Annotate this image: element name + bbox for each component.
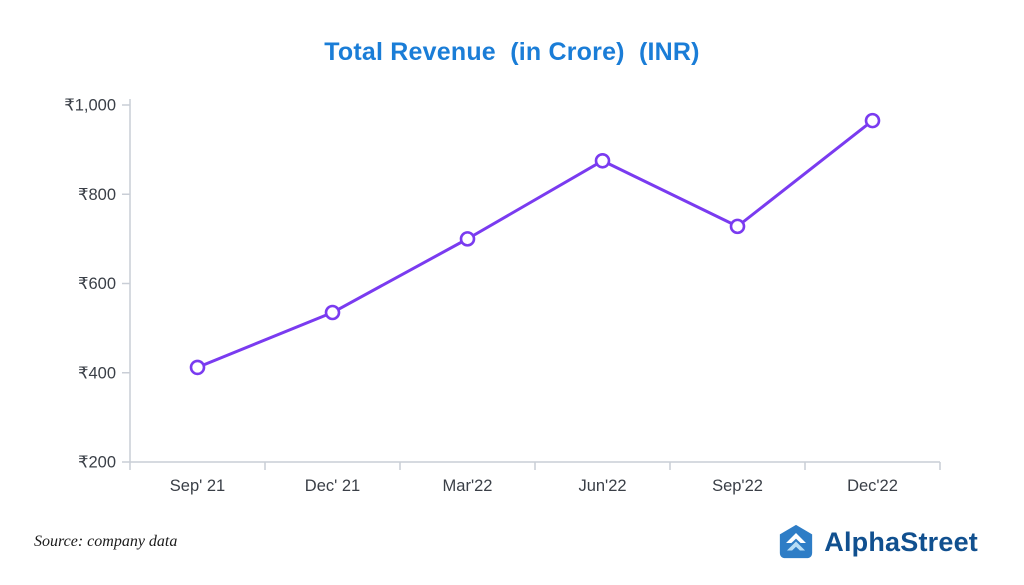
alphastreet-logo: AlphaStreet bbox=[777, 523, 978, 561]
source-note: Source: company data bbox=[34, 533, 178, 550]
y-tick-label: ₹600 bbox=[78, 275, 116, 293]
x-tick-label: Sep' 21 bbox=[170, 477, 225, 495]
y-tick-label: ₹200 bbox=[78, 454, 116, 472]
alphastreet-logo-icon bbox=[780, 524, 813, 559]
data-point-sep-22 bbox=[729, 218, 746, 235]
data-point-sep-21 bbox=[189, 359, 206, 376]
data-point-dec-21 bbox=[324, 304, 341, 321]
y-tick-label: ₹1,000 bbox=[64, 97, 116, 115]
chart-title: Total Revenue (in Crore) (INR) bbox=[324, 38, 700, 66]
x-tick-label: Dec'22 bbox=[847, 477, 898, 495]
x-tick-label: Mar'22 bbox=[443, 477, 493, 495]
data-point-jun-22 bbox=[594, 152, 611, 169]
x-tick-label: Dec' 21 bbox=[305, 477, 360, 495]
alphastreet-logo-text: AlphaStreet bbox=[824, 526, 978, 557]
data-point-mar-22 bbox=[459, 231, 476, 247]
y-tick-label: ₹800 bbox=[78, 186, 116, 204]
x-tick-label: Sep'22 bbox=[712, 477, 763, 495]
revenue-line-series bbox=[196, 119, 874, 369]
x-tick-label: Jun'22 bbox=[578, 477, 626, 495]
data-point-dec-22 bbox=[864, 112, 881, 129]
y-tick-label: ₹400 bbox=[78, 364, 116, 382]
